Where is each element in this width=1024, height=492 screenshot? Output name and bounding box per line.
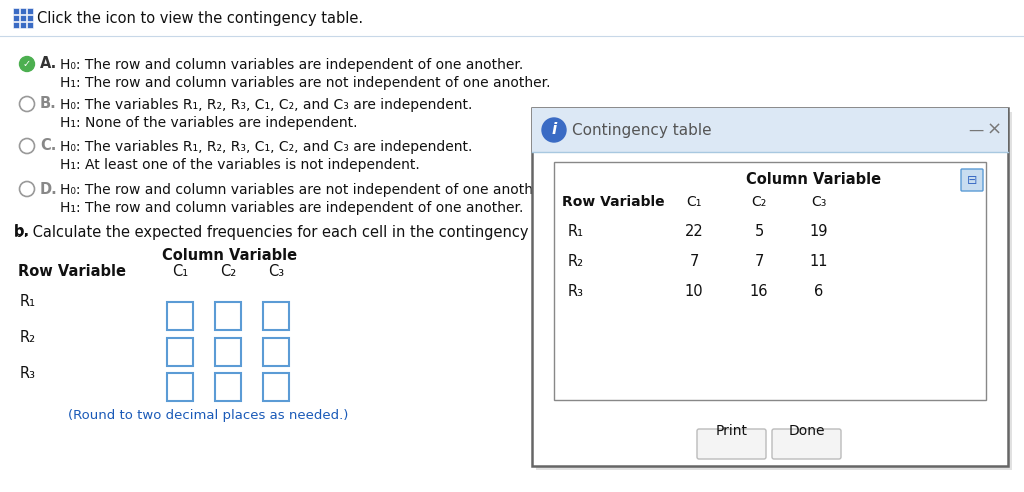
Text: Row Variable: Row Variable	[562, 195, 665, 209]
Circle shape	[19, 139, 35, 154]
Text: C₁: C₁	[686, 195, 701, 209]
Bar	[263, 302, 289, 330]
Bar	[13, 15, 19, 21]
Text: H₀: The variables R₁, R₂, R₃, C₁, C₂, and C₃ are independent.: H₀: The variables R₁, R₂, R₃, C₁, C₂, an…	[60, 140, 472, 154]
Bar	[27, 22, 33, 28]
Text: 5: 5	[755, 224, 764, 240]
Bar	[13, 22, 19, 28]
Text: A.: A.	[40, 57, 57, 71]
Text: R₃: R₃	[20, 366, 36, 380]
Bar	[215, 373, 241, 401]
Bar	[27, 8, 33, 14]
FancyBboxPatch shape	[961, 169, 983, 191]
Bar	[536, 112, 1012, 470]
Text: ⊟: ⊟	[967, 174, 977, 186]
Text: Contingency table: Contingency table	[572, 123, 712, 137]
Bar	[27, 15, 33, 21]
Text: C₃: C₃	[268, 265, 284, 279]
Text: (Round to two decimal places as needed.): (Round to two decimal places as needed.)	[68, 408, 348, 422]
Text: R₁: R₁	[568, 224, 584, 240]
Text: R₂: R₂	[20, 331, 36, 345]
Bar	[532, 108, 1008, 152]
Bar	[13, 8, 19, 14]
Bar	[263, 338, 289, 366]
Text: Done: Done	[788, 424, 824, 438]
Bar	[167, 373, 193, 401]
Text: Click the icon to view the contingency table.: Click the icon to view the contingency t…	[37, 11, 364, 27]
Text: R₁: R₁	[20, 295, 36, 309]
Text: ×: ×	[986, 121, 1001, 139]
Text: 6: 6	[814, 284, 823, 300]
Text: B.: B.	[40, 96, 56, 112]
Bar	[20, 8, 26, 14]
Text: —: —	[969, 123, 984, 137]
Text: C₂: C₂	[220, 265, 237, 279]
Circle shape	[19, 96, 35, 112]
Bar	[554, 162, 986, 400]
Bar	[20, 15, 26, 21]
Text: Row Variable: Row Variable	[18, 265, 126, 279]
Text: C.: C.	[40, 139, 56, 154]
Circle shape	[19, 182, 35, 196]
Text: 10: 10	[685, 284, 703, 300]
Text: i: i	[551, 123, 557, 137]
Text: C₃: C₃	[811, 195, 826, 209]
FancyBboxPatch shape	[772, 429, 841, 459]
Bar	[167, 338, 193, 366]
Text: Column Variable: Column Variable	[745, 173, 881, 187]
Text: 19: 19	[810, 224, 828, 240]
Text: H₁: The row and column variables are not independent of one another.: H₁: The row and column variables are not…	[60, 76, 551, 90]
Circle shape	[19, 57, 35, 71]
Text: ✓: ✓	[23, 59, 31, 69]
Text: 16: 16	[750, 284, 768, 300]
Text: R₂: R₂	[568, 254, 584, 270]
Text: b.: b.	[14, 224, 30, 240]
Text: 11: 11	[810, 254, 828, 270]
Bar	[532, 108, 1008, 466]
Text: H₁: At least one of the variables is not independent.: H₁: At least one of the variables is not…	[60, 158, 420, 172]
FancyBboxPatch shape	[697, 429, 766, 459]
Text: Column Variable: Column Variable	[163, 247, 298, 263]
Bar	[215, 302, 241, 330]
Text: H₁: The row and column variables are independent of one another.: H₁: The row and column variables are ind…	[60, 201, 523, 215]
Text: H₁: None of the variables are independent.: H₁: None of the variables are independen…	[60, 116, 357, 130]
Circle shape	[542, 118, 566, 142]
Text: C₁: C₁	[172, 265, 188, 279]
Text: 22: 22	[685, 224, 703, 240]
Bar	[20, 22, 26, 28]
Text: C₂: C₂	[752, 195, 767, 209]
Bar	[215, 338, 241, 366]
Text: R₃: R₃	[568, 284, 584, 300]
Text: H₀: The variables R₁, R₂, R₃, C₁, C₂, and C₃ are independent.: H₀: The variables R₁, R₂, R₃, C₁, C₂, an…	[60, 98, 472, 112]
Text: H₀: The row and column variables are not independent of one another.: H₀: The row and column variables are not…	[60, 183, 550, 197]
Text: Print: Print	[716, 424, 748, 438]
Text: 7: 7	[689, 254, 698, 270]
Bar	[167, 302, 193, 330]
Text: b. Calculate the expected frequencies for each cell in the contingency table.: b. Calculate the expected frequencies fo…	[14, 224, 575, 240]
Text: 7: 7	[755, 254, 764, 270]
Bar	[263, 373, 289, 401]
Text: H₀: The row and column variables are independent of one another.: H₀: The row and column variables are ind…	[60, 58, 523, 72]
Text: D.: D.	[40, 182, 57, 196]
